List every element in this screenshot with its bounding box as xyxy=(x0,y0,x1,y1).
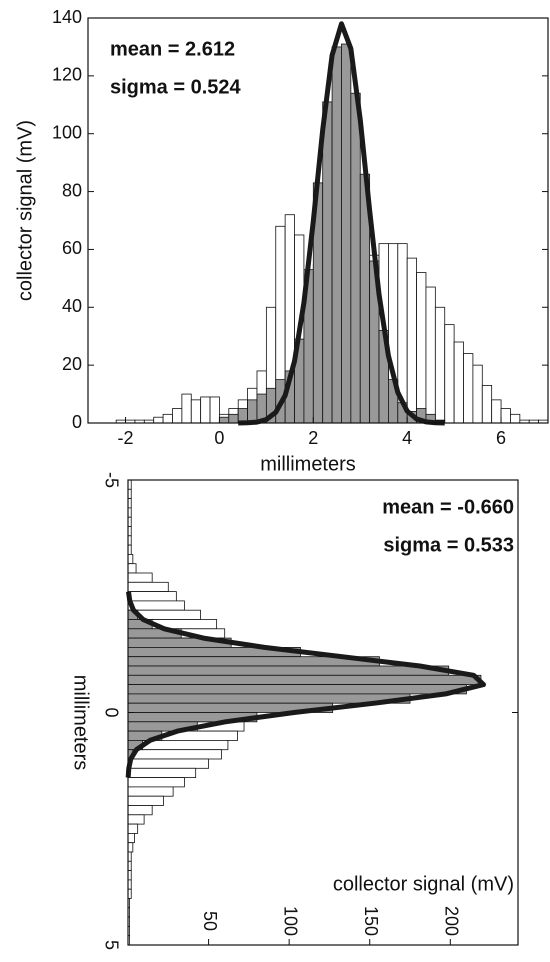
histogram-bar xyxy=(162,413,173,424)
histogram-bar xyxy=(228,413,239,424)
histogram-bar xyxy=(127,591,177,602)
histogram-bar xyxy=(209,396,220,424)
y-tick-label: -5 xyxy=(101,472,121,488)
annotation: mean = -0.660 xyxy=(382,496,514,518)
histogram-bar xyxy=(463,353,474,424)
histogram-bar xyxy=(322,101,333,424)
histogram-bar xyxy=(453,341,464,424)
histogram-bar xyxy=(425,286,436,424)
histogram-bar xyxy=(172,408,183,424)
y-axis-label: millimeters xyxy=(70,675,92,771)
histogram-bar xyxy=(331,46,342,424)
y-axis-label: collector signal (mV) xyxy=(14,120,36,301)
histogram-bar xyxy=(127,823,139,834)
histogram-bar xyxy=(127,795,164,806)
y-tick-label: 60 xyxy=(62,238,82,258)
y-tick-label: 120 xyxy=(52,65,82,85)
histogram-bar xyxy=(190,399,202,424)
x-tick-label: -2 xyxy=(118,428,134,448)
histogram-bar xyxy=(127,777,185,788)
histogram-bar xyxy=(127,786,174,797)
histogram-bar xyxy=(416,272,427,424)
x-tick-label: 100 xyxy=(280,906,300,936)
histogram-bar xyxy=(350,92,361,424)
histogram-bar xyxy=(127,842,134,853)
histogram-bar xyxy=(127,554,134,565)
y-tick-label: 80 xyxy=(62,180,82,200)
x-tick-label: 0 xyxy=(214,428,224,448)
y-tick-label: 140 xyxy=(52,7,82,27)
plot xyxy=(115,21,549,426)
histogram-bar xyxy=(481,384,493,424)
x-axis-label: collector signal (mV) xyxy=(333,873,514,895)
histogram-bar xyxy=(127,814,145,825)
y-tick-label: 0 xyxy=(101,707,121,717)
histogram-bar xyxy=(127,572,153,583)
y-tick-label: 100 xyxy=(52,122,82,142)
histogram-bar xyxy=(491,399,502,424)
histogram-bar xyxy=(472,364,483,424)
y-tick-label: 5 xyxy=(101,940,121,950)
histogram-bar xyxy=(127,758,209,769)
histogram-bar xyxy=(127,581,169,592)
histogram-bar xyxy=(153,416,164,424)
histogram-bar xyxy=(127,684,467,695)
histogram-bar xyxy=(127,805,153,816)
histogram-bar xyxy=(127,749,222,760)
histogram-bar xyxy=(341,43,352,424)
plot xyxy=(125,479,487,946)
histogram-bar xyxy=(247,399,258,424)
x-axis-label: millimeters xyxy=(260,453,356,475)
x-tick-label: 50 xyxy=(200,911,220,931)
histogram-bar xyxy=(219,416,230,424)
annotation: sigma = 0.533 xyxy=(383,534,514,556)
annotation: sigma = 0.524 xyxy=(110,76,242,98)
y-tick-label: 0 xyxy=(72,412,82,432)
histogram-bar xyxy=(500,408,511,424)
histogram-bar xyxy=(406,257,417,424)
y-tick-label: 20 xyxy=(62,354,82,374)
histogram-bar xyxy=(127,833,135,844)
x-tick-label: 200 xyxy=(442,906,462,936)
histogram-bar xyxy=(127,600,185,611)
x-tick-label: 2 xyxy=(308,428,318,448)
histogram-bar xyxy=(127,767,197,778)
fit-curve xyxy=(238,21,445,426)
histogram-bar xyxy=(510,413,521,424)
x-tick-label: 6 xyxy=(496,428,506,448)
histogram-bar xyxy=(181,393,192,424)
histogram-bar xyxy=(127,674,482,685)
fit-curve xyxy=(125,591,487,778)
histogram-bar xyxy=(200,396,211,424)
histogram-bar xyxy=(127,563,137,574)
histogram-bar xyxy=(444,324,455,424)
y-tick-label: 40 xyxy=(62,296,82,316)
x-tick-label: 4 xyxy=(402,428,412,448)
histogram-bar xyxy=(434,306,446,424)
annotation: mean = 2.612 xyxy=(110,38,235,60)
histogram-bar xyxy=(127,665,450,676)
axes-frame xyxy=(87,17,549,424)
x-tick-label: 150 xyxy=(361,906,381,936)
